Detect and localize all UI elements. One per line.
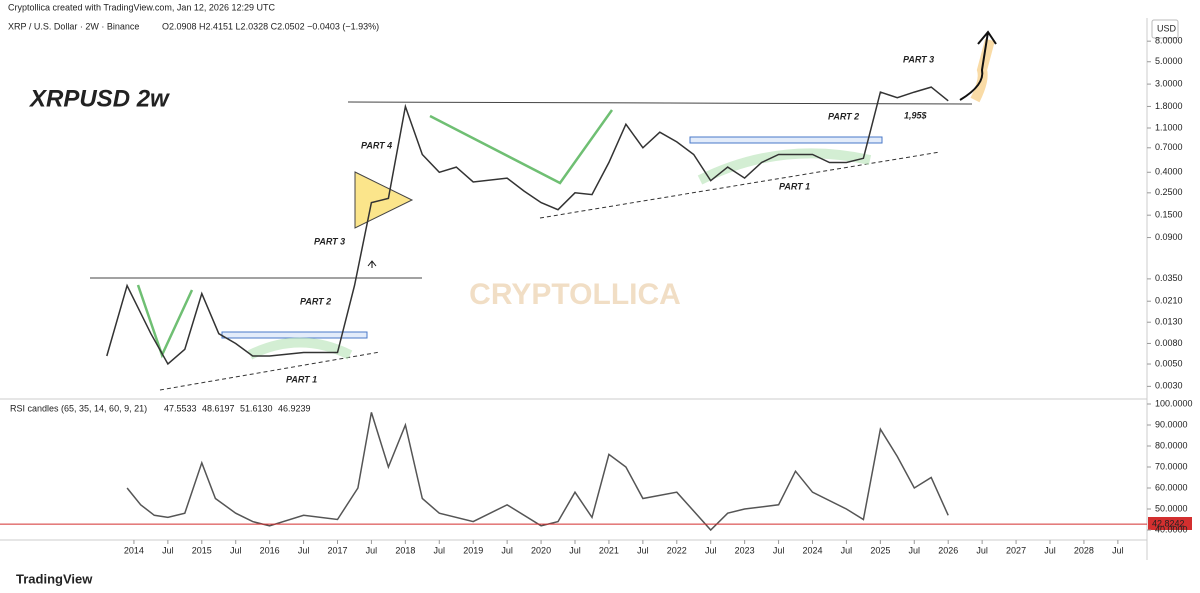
x-tick-label: 2022 (667, 545, 687, 555)
y-tick-label: 8.0000 (1155, 36, 1183, 46)
x-tick-label: 2024 (802, 545, 822, 555)
y-tick-label: 100.0000 (1155, 398, 1193, 408)
x-tick-label: Jul (705, 545, 717, 555)
annotation: PART 2 (300, 296, 331, 306)
x-tick-label: 2021 (599, 545, 619, 555)
y-tick-label: 80.0000 (1155, 440, 1188, 450)
x-tick-label: 2028 (1074, 545, 1094, 555)
y-tick-label: 0.0130 (1155, 317, 1183, 327)
y-tick-label: 0.0210 (1155, 296, 1183, 306)
x-tick-label: 2027 (1006, 545, 1026, 555)
currency: USD (1157, 23, 1177, 33)
x-tick-label: Jul (366, 545, 378, 555)
y-tick-label: 1.8000 (1155, 101, 1183, 111)
annotation: PART 2 (828, 111, 859, 121)
series-line (106, 86, 949, 366)
y-tick-label: 0.0030 (1155, 381, 1183, 391)
x-tick-label: 2025 (870, 545, 890, 555)
last-value-tag (1148, 517, 1192, 530)
x-tick-label: Jul (162, 545, 174, 555)
x-tick-label: 2020 (531, 545, 551, 555)
series-line (126, 412, 949, 532)
author-line: Cryptollica created with TradingView.com… (8, 2, 275, 12)
symbol-line: XRP / U.S. Dollar · 2W · Binance (8, 21, 139, 31)
x-tick-label: Jul (230, 545, 242, 555)
annotation: PART 3 (314, 236, 345, 246)
ohlc-line: O2.0908 H2.4151 L2.0328 C2.0502 −0.0403 … (162, 21, 379, 31)
x-tick-label: Jul (773, 545, 785, 555)
x-tick-label: Jul (1044, 545, 1056, 555)
x-tick-label: 2018 (395, 545, 415, 555)
y-tick-label: 0.7000 (1155, 142, 1183, 152)
annotation: PART 1 (286, 374, 317, 384)
x-tick-label: 2014 (124, 545, 144, 555)
annotation: PART 3 (903, 54, 934, 64)
annotation: 1,95$ (904, 110, 928, 120)
y-tick-label: 50.0000 (1155, 503, 1188, 513)
x-tick-label: 2015 (192, 545, 212, 555)
rsi-value: 48.6197 (202, 403, 235, 413)
y-tick-label: 0.2500 (1155, 187, 1183, 197)
rsi-value: 47.5533 (164, 403, 197, 413)
y-tick-label: 0.1500 (1155, 210, 1183, 220)
y-tick-label: 1.1000 (1155, 122, 1183, 132)
annotation: PART 1 (779, 181, 810, 191)
x-tick-label: Jul (298, 545, 310, 555)
chart-title: XRPUSD 2w (28, 85, 170, 112)
y-tick-label: 0.0050 (1155, 358, 1183, 368)
y-tick-label: 0.0350 (1155, 273, 1183, 283)
rsi-value: 46.9239 (278, 403, 311, 413)
x-tick-label: 2023 (735, 545, 755, 555)
y-tick-label: 60.0000 (1155, 482, 1188, 492)
x-tick-label: 2017 (327, 545, 347, 555)
x-tick-label: Jul (841, 545, 853, 555)
x-tick-label: Jul (434, 545, 446, 555)
annotation: PART 4 (361, 140, 392, 150)
y-tick-label: 40.0000 (1155, 524, 1188, 534)
x-tick-label: Jul (909, 545, 921, 555)
currency-box (1151, 19, 1179, 39)
x-tick-label: 2026 (938, 545, 958, 555)
x-tick-label: Jul (1112, 545, 1124, 555)
x-tick-label: Jul (501, 545, 513, 555)
x-tick-label: 2016 (260, 545, 280, 555)
x-tick-label: Jul (976, 545, 988, 555)
y-tick-label: 0.0900 (1155, 232, 1183, 242)
footer-brand: TradingView (16, 571, 93, 586)
y-tick-label: 70.0000 (1155, 461, 1188, 471)
x-tick-label: Jul (569, 545, 581, 555)
y-tick-label: 0.4000 (1155, 167, 1183, 177)
x-tick-label: 2019 (463, 545, 483, 555)
last-value-label: 42.8242 (1152, 518, 1185, 528)
watermark: CRYPTOLLICA (469, 278, 681, 311)
rsi-title: RSI candles (65, 35, 14, 60, 9, 21) (10, 403, 147, 413)
rsi-value: 51.6130 (240, 403, 273, 413)
x-tick-label: Jul (637, 545, 649, 555)
y-tick-label: 0.0080 (1155, 338, 1183, 348)
y-tick-label: 90.0000 (1155, 419, 1188, 429)
y-tick-label: 3.0000 (1155, 78, 1183, 88)
y-tick-label: 5.0000 (1155, 56, 1183, 66)
